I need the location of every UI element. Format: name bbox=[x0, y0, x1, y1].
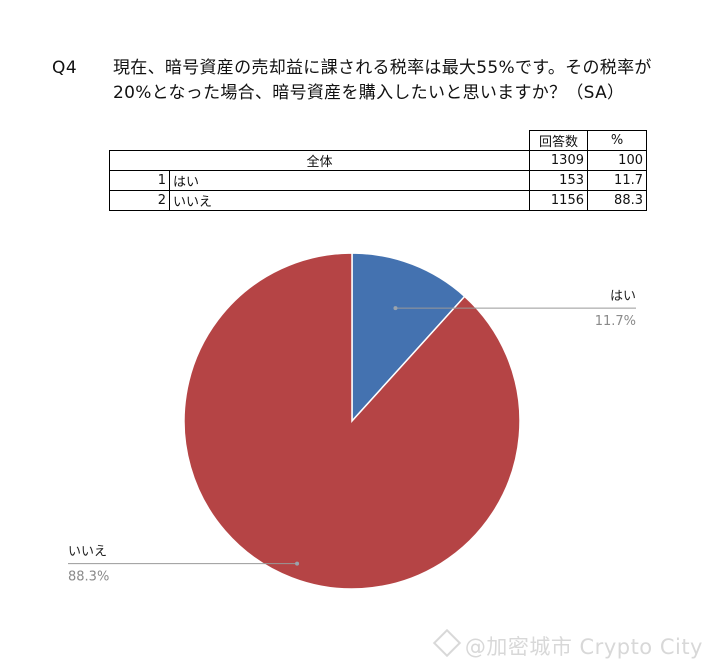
row-pct: 88.3 bbox=[587, 190, 647, 211]
question-text: 現在、暗号資産の売却益に課される税率は最大55%です。その税率が20%となった場… bbox=[113, 58, 652, 103]
row-pct: 11.7 bbox=[587, 170, 647, 191]
pie-slice-1 bbox=[351, 252, 466, 423]
leader-dot bbox=[393, 306, 398, 311]
watermark-text: @加密城市 Crypto City bbox=[464, 635, 703, 659]
diamond-logo-icon bbox=[432, 628, 461, 658]
row-count: 153 bbox=[529, 170, 588, 191]
row-count: 1156 bbox=[529, 190, 588, 211]
question-label: Q4 bbox=[52, 58, 78, 78]
result-table: 回答数 % 全体 1309 100 1 はい 153 11.7 2 いいえ 11… bbox=[109, 130, 647, 211]
leader-dot bbox=[295, 561, 300, 566]
slice-value-label: 88.3% bbox=[68, 570, 109, 585]
total-count: 1309 bbox=[529, 150, 588, 171]
slice-category-label: いいえ bbox=[68, 545, 107, 560]
watermark: @加密城市 Crypto City bbox=[432, 628, 703, 661]
table-row: 2 いいえ 1156 88.3 bbox=[109, 190, 647, 211]
slice-value-label: 11.7% bbox=[595, 314, 636, 329]
row-label: いいえ bbox=[169, 190, 530, 211]
row-number: 2 bbox=[109, 190, 170, 211]
header-pct: % bbox=[587, 130, 647, 151]
table-header-row: 回答数 % bbox=[110, 130, 647, 151]
slice-category-label: はい bbox=[610, 289, 636, 304]
pie-slice-2 bbox=[183, 252, 521, 590]
pie-slices bbox=[183, 252, 521, 590]
pie-labels: はい 11.7% いいえ 88.3% bbox=[68, 289, 636, 585]
